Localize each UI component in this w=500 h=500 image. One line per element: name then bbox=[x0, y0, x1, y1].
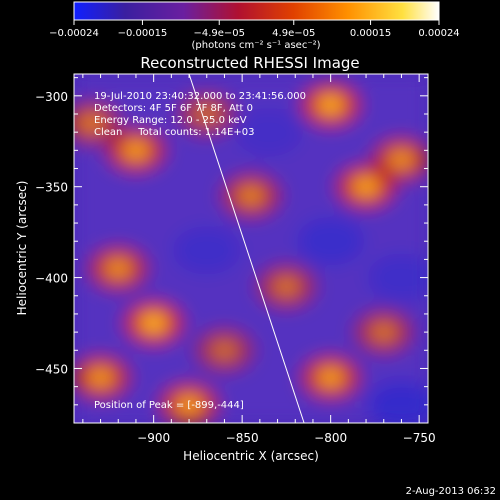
annotation-time-range: 19-Jul-2010 23:40:32.000 to 23:41:56.000 bbox=[94, 91, 306, 102]
colorbar-ticks: −0.00024 −0.00015 −4.9e−05 4.9e−05 0.00015 0.… bbox=[49, 20, 460, 39]
x-tick-label: −900 bbox=[137, 431, 170, 445]
source-peak bbox=[89, 369, 112, 386]
source-peak bbox=[213, 342, 236, 359]
source-peak bbox=[372, 324, 395, 341]
source-peak bbox=[355, 178, 378, 195]
source-peak bbox=[178, 396, 201, 413]
y-axis-ticks: −300 −350 −400 −450 bbox=[35, 77, 428, 424]
dark-region bbox=[234, 108, 303, 157]
annotation-clean-counts: Clean Total counts: 1.14E+03 bbox=[94, 127, 254, 138]
x-axis-label: Heliocentric X (arcsec) bbox=[183, 449, 319, 463]
dark-region bbox=[296, 217, 365, 266]
x-tick-label: −750 bbox=[403, 431, 436, 445]
source-peak bbox=[275, 278, 298, 295]
dark-region bbox=[367, 380, 428, 423]
source-peak bbox=[80, 115, 103, 132]
y-tick-label: −450 bbox=[35, 362, 68, 376]
chart-title: Reconstructed RHESSI Image bbox=[140, 54, 359, 72]
dark-region bbox=[172, 226, 241, 275]
y-tick-label: −350 bbox=[35, 181, 68, 195]
colorbar-tick-label: 0.00015 bbox=[350, 28, 391, 39]
x-tick-label: −800 bbox=[314, 431, 347, 445]
limb-line bbox=[188, 74, 305, 423]
colorbar-tick-label: 0.00024 bbox=[418, 28, 459, 39]
colorbar-tick-label: 4.9e−05 bbox=[272, 28, 315, 39]
plot-frame bbox=[73, 73, 429, 424]
y-tick-label: −400 bbox=[35, 272, 68, 286]
render-timestamp: 2-Aug-2013 06:32 bbox=[406, 486, 496, 497]
source-peak bbox=[124, 142, 147, 159]
heatmap-area bbox=[74, 74, 428, 423]
y-tick-label: −300 bbox=[35, 90, 68, 104]
source-peak bbox=[319, 369, 342, 386]
dark-region bbox=[367, 253, 428, 302]
colorbar-tick-label: −4.9e−05 bbox=[193, 28, 245, 39]
source-peak bbox=[142, 315, 165, 332]
annotation-detectors: Detectors: 4F 5F 6F 7F 8F, Att 0 bbox=[94, 103, 253, 114]
source-peak bbox=[319, 96, 342, 113]
source-peak bbox=[107, 260, 130, 277]
annotation-energy-range: Energy Range: 12.0 - 25.0 keV bbox=[94, 115, 247, 126]
colorbar bbox=[73, 1, 440, 21]
source-peak bbox=[390, 151, 413, 168]
colorbar-unit-label: (photons cm⁻² s⁻¹ asec⁻²) bbox=[191, 40, 320, 51]
colorbar-tick-label: −0.00024 bbox=[49, 28, 99, 39]
colorbar-tick-label: −0.00015 bbox=[118, 28, 168, 39]
x-axis-ticks: −900 −850 −800 −750 bbox=[82, 74, 436, 445]
source-peak bbox=[240, 187, 262, 204]
y-axis-label: Heliocentric Y (arcsec) bbox=[15, 181, 29, 316]
annotation-peak-position: Position of Peak = [-899,-444] bbox=[94, 400, 244, 411]
x-tick-label: −850 bbox=[226, 431, 259, 445]
